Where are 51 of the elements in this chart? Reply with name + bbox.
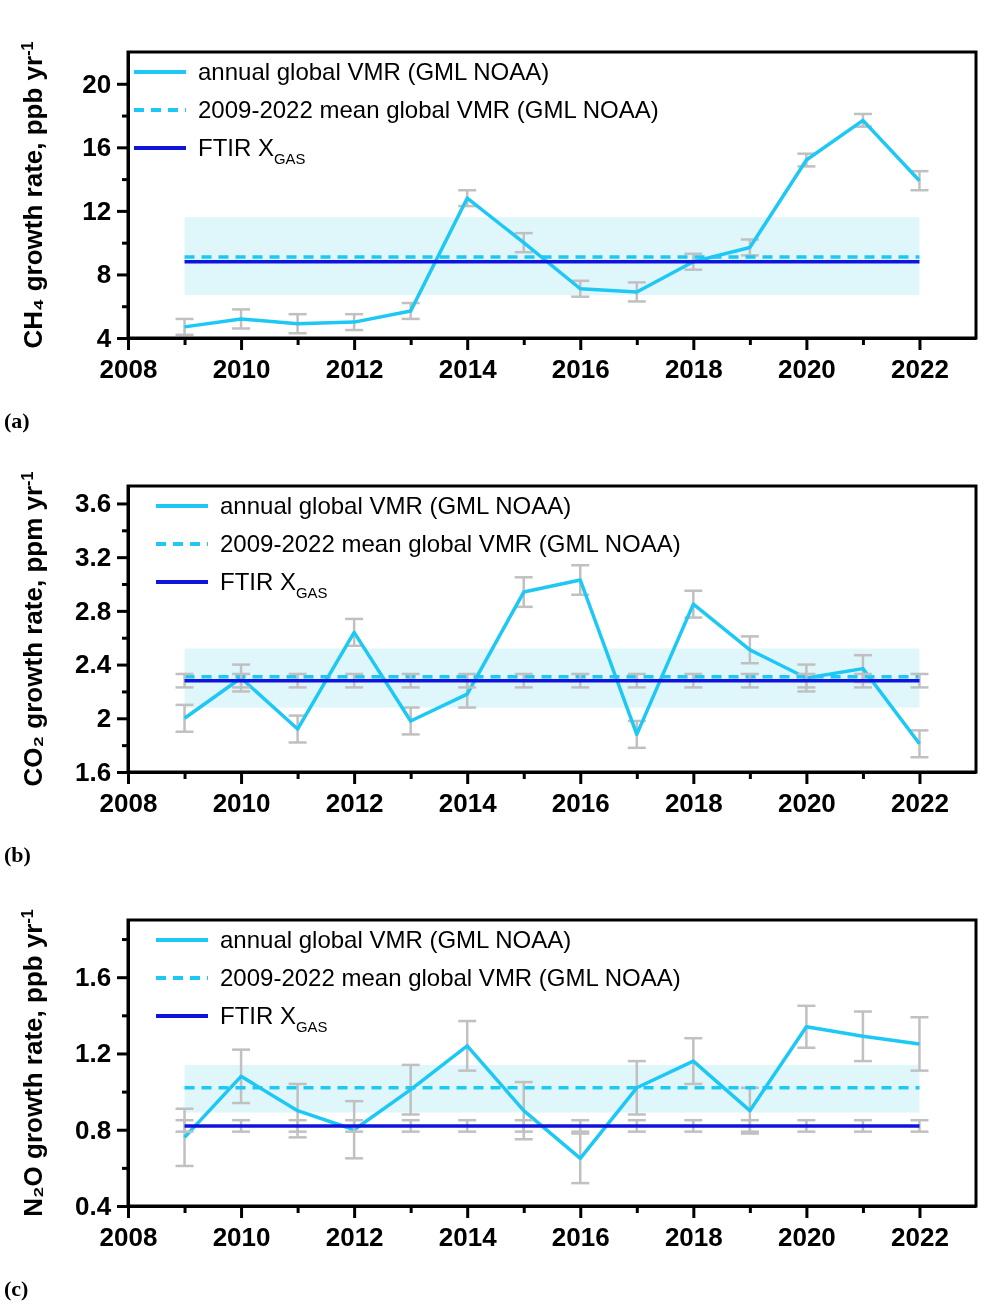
x-tick-label: 2010 (212, 1222, 271, 1253)
y-tick-label: 2 (96, 703, 112, 734)
y-tick-label: 8 (96, 259, 112, 290)
x-tick-label: 2018 (664, 1222, 723, 1253)
y-tick-label: 2.4 (75, 649, 112, 680)
x-tick-label: 2008 (99, 1222, 158, 1253)
legend-label: 2009-2022 mean global VMR (GML NOAA) (220, 530, 681, 557)
x-tick-label: 2016 (551, 1222, 610, 1253)
x-tick-label: 2014 (438, 354, 498, 385)
y-tick-label: 3.2 (75, 541, 112, 572)
legend-label: FTIR X$_{GAS}$ (220, 1002, 328, 1035)
y-tick-label: 3.6 (75, 488, 112, 519)
x-tick-label: 2022 (891, 354, 949, 385)
x-tick-label: 2022 (891, 788, 949, 819)
x-tick-label: 2012 (325, 1222, 384, 1253)
y-tick-label: 1.6 (75, 756, 112, 787)
x-tick-label: 2012 (325, 788, 384, 819)
x-tick-label: 2010 (212, 354, 271, 385)
legend-label: annual global VMR (GML NOAA) (220, 926, 572, 953)
y-tick-label: 0.4 (75, 1190, 112, 1221)
x-tick-label: 2008 (99, 788, 158, 819)
y-tick-label: 20 (82, 68, 112, 99)
y-tick-label: 1.6 (75, 962, 112, 993)
y-tick-label: 0.8 (75, 1114, 112, 1145)
x-tick-label: 2010 (212, 788, 271, 819)
legend-label: annual global VMR (GML NOAA) (198, 58, 550, 85)
x-tick-label: 2014 (438, 1222, 498, 1253)
legend-label: FTIR X$_{GAS}$ (198, 134, 306, 167)
x-tick-label: 2022 (891, 1222, 949, 1253)
text: (b) (4, 842, 31, 867)
text: (c) (4, 1276, 29, 1301)
legend-label: 2009-2022 mean global VMR (GML NOAA) (220, 964, 681, 991)
y-tick-label: 16 (82, 132, 112, 163)
x-tick-label: 2020 (777, 1222, 836, 1253)
x-tick-label: 2014 (438, 788, 498, 819)
legend-label: FTIR X$_{GAS}$ (220, 568, 328, 601)
x-tick-label: 2012 (325, 354, 384, 385)
x-tick-label: 2016 (551, 788, 610, 819)
legend-label: annual global VMR (GML NOAA) (220, 492, 572, 519)
x-tick-label: 2018 (664, 788, 723, 819)
x-tick-label: 2016 (551, 354, 610, 385)
x-tick-label: 2020 (777, 354, 836, 385)
y-tick-label: 4 (96, 322, 112, 353)
y-tick-label: 12 (82, 195, 112, 226)
text: (a) (4, 408, 30, 433)
y-tick-label: 2.8 (75, 595, 112, 626)
y-tick-label: 1.2 (75, 1038, 112, 1069)
legend-label: 2009-2022 mean global VMR (GML NOAA) (198, 96, 659, 123)
x-tick-label: 2020 (777, 788, 836, 819)
x-tick-label: 2018 (664, 354, 723, 385)
x-tick-label: 2008 (99, 354, 158, 385)
